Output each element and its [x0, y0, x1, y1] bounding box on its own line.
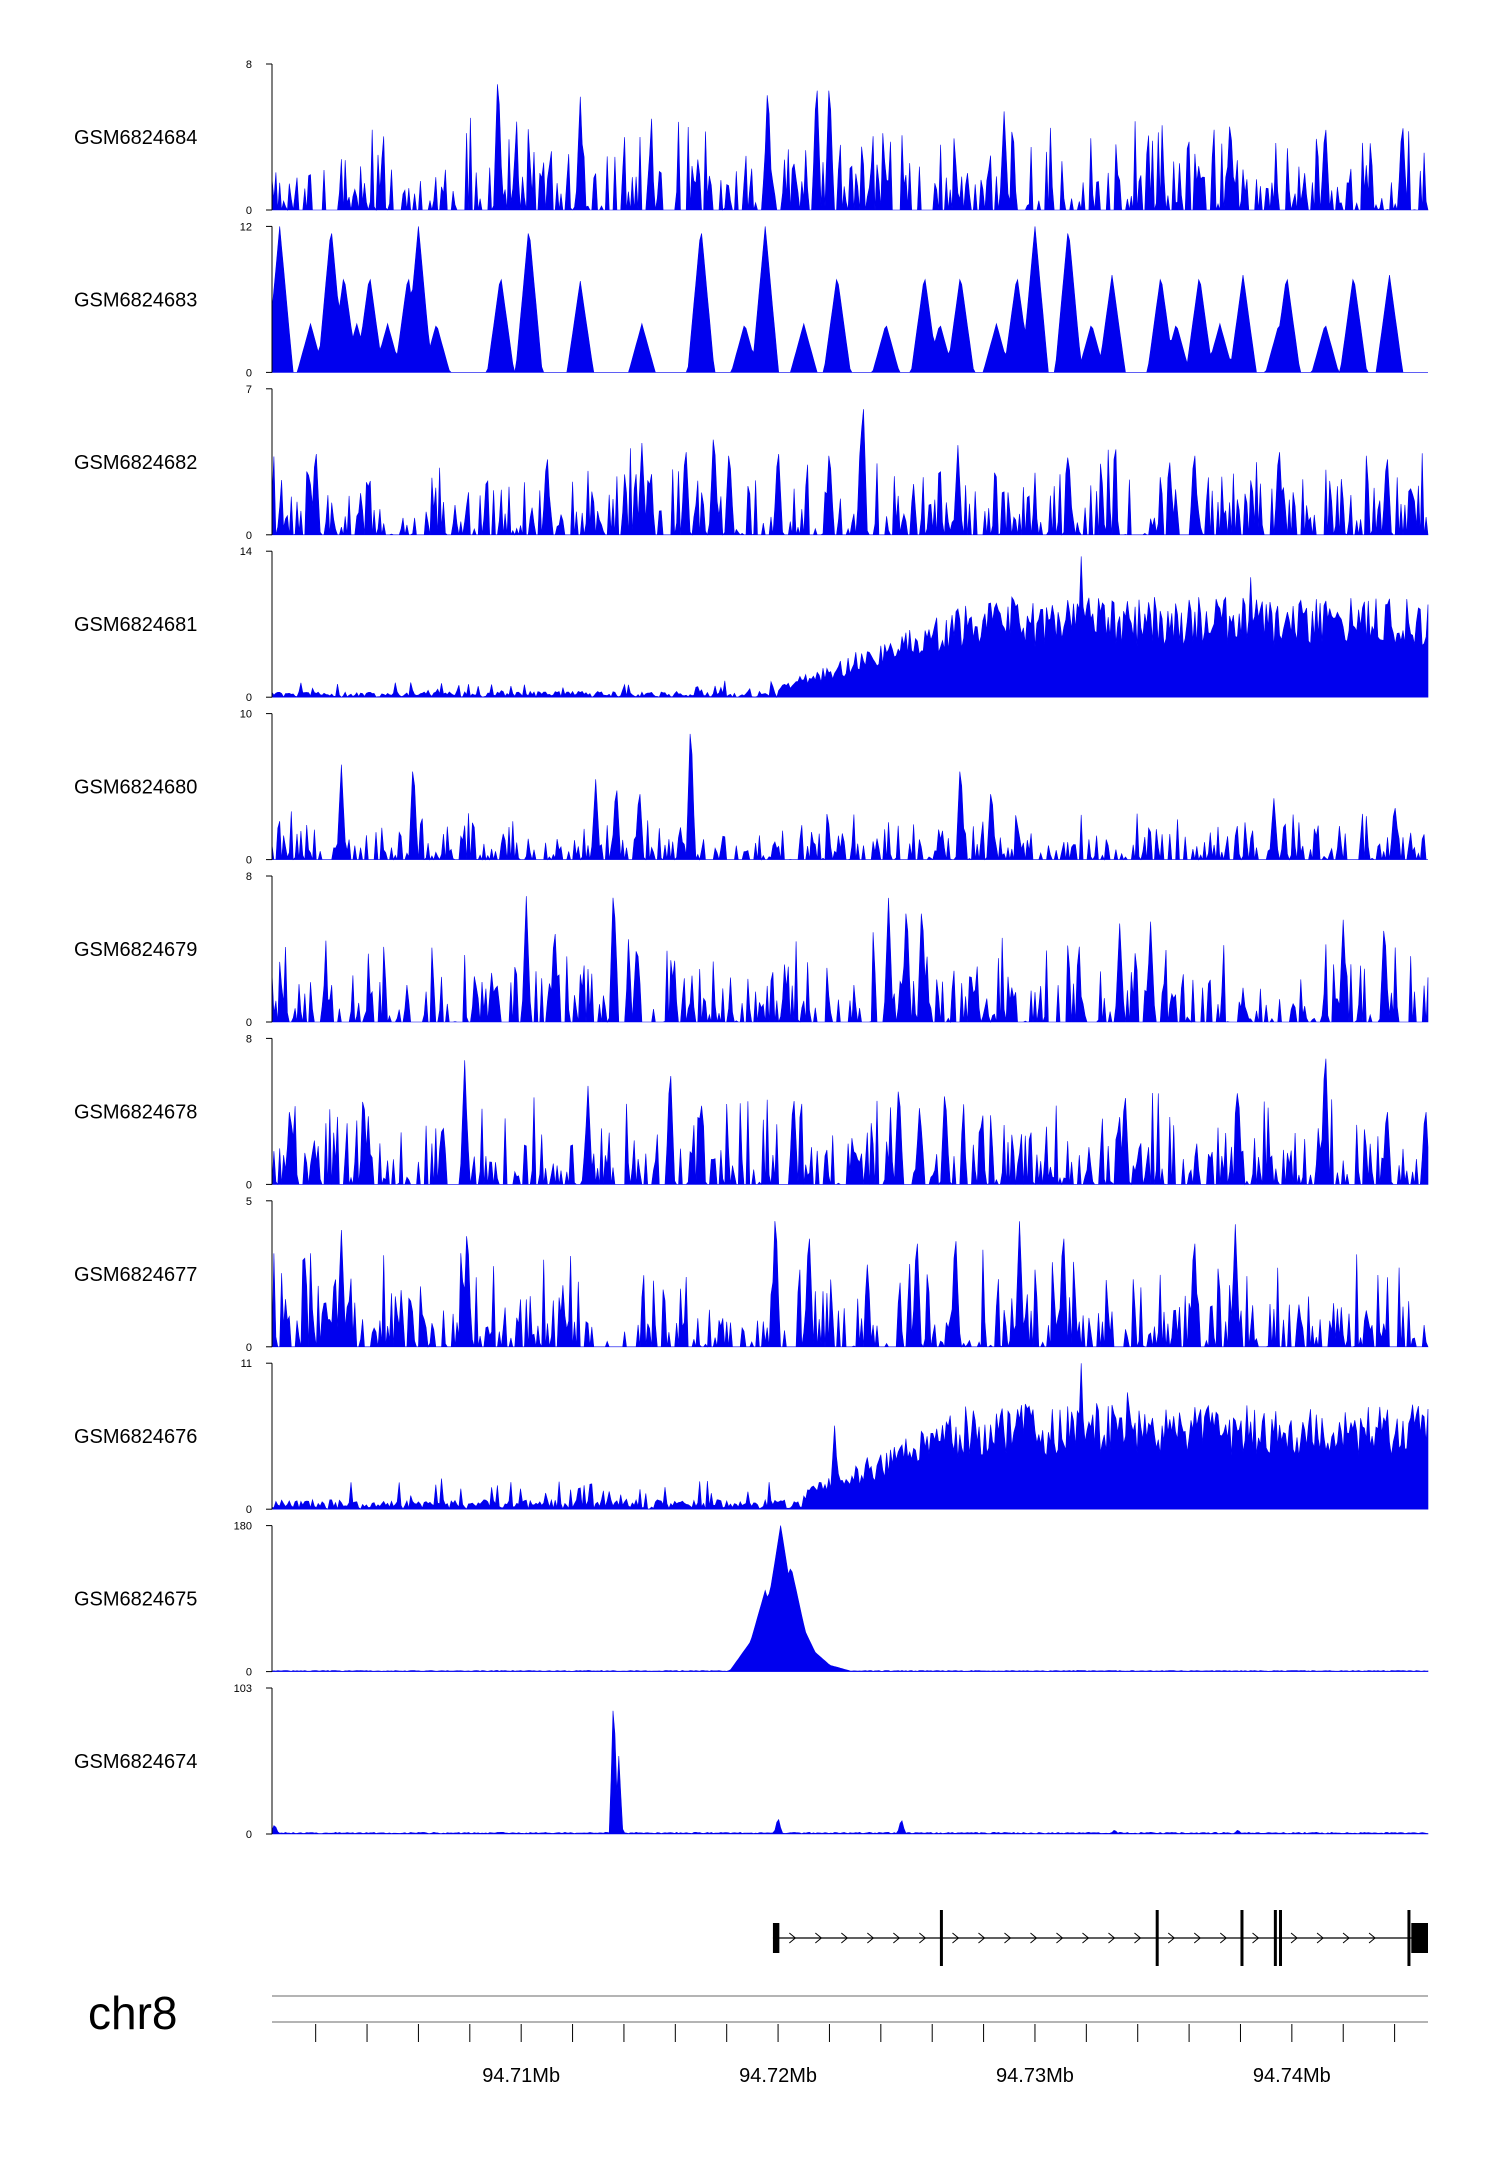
track-GSM6824682: 7 0 GSM6824682 [74, 384, 1429, 542]
strand-arrow [952, 1932, 960, 1944]
y-max-label: 11 [241, 1358, 252, 1370]
track-label: GSM6824684 [74, 127, 197, 149]
x-tick-label: 94.73Mb [996, 2065, 1074, 2087]
track-GSM6824684: 8 0 GSM6824684 [74, 59, 1429, 217]
coverage-area [271, 1525, 1429, 1672]
gene-exon [1411, 1923, 1428, 1953]
strand-arrow [1316, 1932, 1324, 1944]
strand-arrow [1004, 1932, 1012, 1944]
y-max-label: 103 [234, 1683, 252, 1695]
y-min-label: 0 [246, 205, 252, 217]
strand-arrow [1030, 1932, 1038, 1944]
track-label: GSM6824674 [74, 1751, 197, 1773]
gene-exon [1155, 1910, 1159, 1966]
track-label: GSM6824678 [74, 1101, 197, 1123]
coverage-area [271, 1363, 1429, 1510]
y-max-label: 8 [246, 871, 252, 883]
track-label: GSM6824676 [74, 1426, 197, 1448]
gene-exon [1240, 1910, 1244, 1966]
track-GSM6824676: 11 0 GSM6824676 [74, 1358, 1429, 1516]
y-max-label: 12 [240, 221, 252, 233]
strand-arrow [1108, 1932, 1116, 1944]
y-max-label: 14 [240, 546, 252, 558]
track-label: GSM6824677 [74, 1264, 197, 1286]
y-max-label: 8 [246, 1033, 252, 1045]
gene-model-track [772, 1910, 1428, 1966]
track-GSM6824677: 5 0 GSM6824677 [74, 1196, 1429, 1354]
strand-arrow [1167, 1932, 1176, 1944]
x-tick-label: 94.74Mb [1253, 2065, 1331, 2087]
strand-arrow [1368, 1932, 1376, 1944]
track-label: GSM6824683 [74, 289, 197, 311]
strand-arrow [1134, 1932, 1142, 1944]
x-tick-label: 94.72Mb [739, 2065, 817, 2087]
strand-arrow [1290, 1932, 1298, 1944]
coverage-area [271, 1710, 1429, 1835]
y-max-label: 10 [240, 709, 252, 721]
y-min-label: 0 [246, 1017, 252, 1029]
y-min-label: 0 [246, 367, 252, 379]
track-GSM6824683: 12 0 GSM6824683 [74, 221, 1428, 379]
coverage-area [271, 733, 1428, 861]
strand-arrow [1219, 1932, 1228, 1944]
y-min-label: 0 [246, 855, 252, 867]
strand-arrow [919, 1932, 927, 1944]
y-min-label: 0 [246, 1504, 252, 1516]
y-min-label: 0 [246, 692, 252, 704]
gene-exon [1407, 1910, 1411, 1966]
strand-arrow [893, 1932, 901, 1944]
coverage-area [271, 84, 1429, 212]
chromosome-label: chr8 [88, 1987, 177, 2039]
track-label: GSM6824682 [74, 452, 197, 474]
track-label: GSM6824679 [74, 939, 197, 961]
track-GSM6824674: 103 0 GSM6824674 [74, 1683, 1429, 1841]
track-label: GSM6824681 [74, 614, 197, 636]
strand-arrow [1193, 1932, 1202, 1944]
track-label: GSM6824680 [74, 777, 197, 799]
strand-arrow [1056, 1932, 1064, 1944]
strand-arrow [789, 1932, 797, 1944]
y-min-label: 0 [246, 1342, 252, 1354]
coverage-area [271, 1221, 1429, 1348]
track-GSM6824675: 180 0 GSM6824675 [74, 1521, 1429, 1679]
y-min-label: 0 [246, 1829, 252, 1841]
y-min-label: 0 [246, 1667, 252, 1679]
y-min-label: 0 [246, 530, 252, 542]
track-GSM6824681: 14 0 GSM6824681 [74, 546, 1429, 704]
coverage-area [271, 226, 1428, 374]
track-GSM6824680: 10 0 GSM6824680 [74, 709, 1428, 867]
track-label: GSM6824675 [74, 1589, 197, 1611]
strand-arrow [867, 1932, 875, 1944]
gene-exon [772, 1923, 780, 1953]
coverage-area [271, 896, 1429, 1024]
coverage-area [271, 409, 1429, 536]
track-GSM6824679: 8 0 GSM6824679 [74, 871, 1429, 1029]
gene-exon [1279, 1910, 1283, 1966]
strand-arrow [978, 1932, 986, 1944]
coverage-tracks: 8 0 GSM6824684 12 0 GSM6824683 7 0 GSM6824682 14 0… [74, 59, 1429, 1841]
y-max-label: 7 [246, 384, 252, 396]
strand-arrow [1082, 1932, 1090, 1944]
y-min-label: 0 [246, 1179, 252, 1191]
strand-arrow [1252, 1932, 1260, 1944]
coverage-area [271, 556, 1429, 699]
track-GSM6824678: 8 0 GSM6824678 [74, 1033, 1429, 1191]
y-max-label: 5 [246, 1196, 252, 1208]
strand-arrow [841, 1932, 849, 1944]
x-tick-label: 94.71Mb [482, 2065, 560, 2087]
strand-arrow [815, 1932, 823, 1944]
strand-arrow [1342, 1932, 1350, 1944]
y-max-label: 8 [246, 59, 252, 71]
gene-exon [939, 1910, 943, 1966]
y-max-label: 180 [234, 1521, 252, 1533]
gene-exon [1273, 1910, 1277, 1966]
genome-axis: chr8 94.71Mb 94.72Mb 94.73Mb 94.74Mb [88, 1987, 1428, 2087]
coverage-area [271, 1058, 1429, 1186]
